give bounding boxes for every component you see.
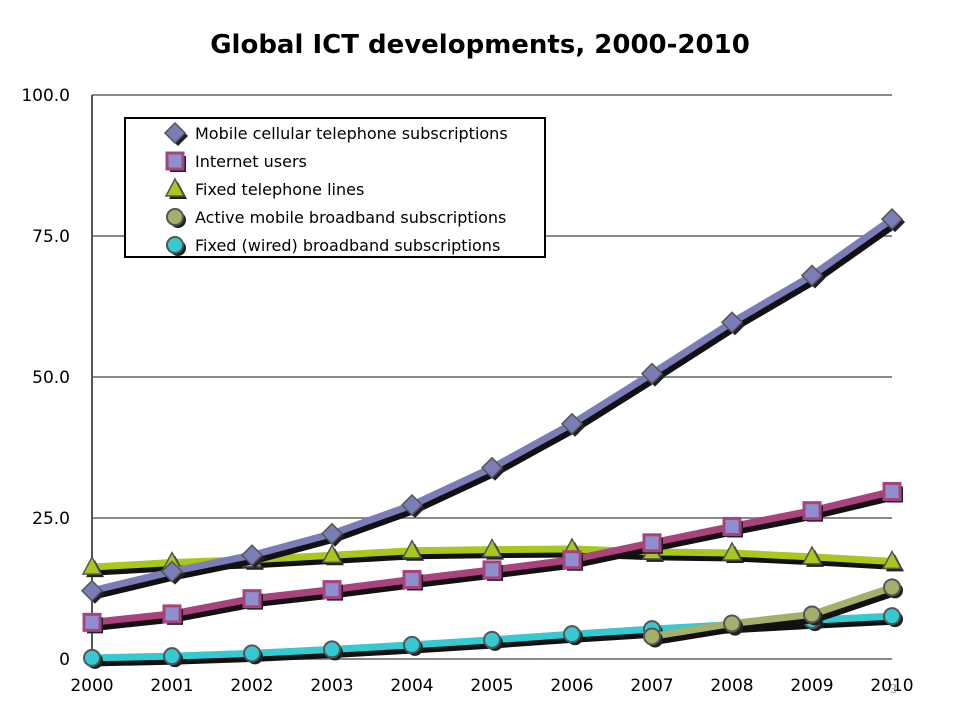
data-point bbox=[800, 264, 825, 289]
y-tick-label: 25.0 bbox=[32, 509, 70, 529]
data-point bbox=[402, 569, 423, 591]
data-point bbox=[240, 544, 265, 569]
y-tick-label: 100.0 bbox=[21, 86, 70, 106]
data-point bbox=[801, 545, 824, 567]
data-point bbox=[83, 648, 103, 669]
data-point bbox=[722, 516, 743, 538]
chart-title: Global ICT developments, 2000-2010 bbox=[210, 30, 750, 60]
legend-label: Mobile cellular telephone subscriptions bbox=[195, 124, 508, 143]
data-point bbox=[640, 362, 665, 387]
series-line bbox=[88, 215, 896, 595]
data-point bbox=[322, 580, 343, 601]
data-point bbox=[643, 627, 663, 648]
data-point bbox=[723, 614, 743, 635]
x-tick-label: 2009 bbox=[790, 676, 833, 696]
x-tick-label: 2006 bbox=[550, 676, 593, 696]
x-tick-label: 2001 bbox=[150, 676, 193, 696]
data-point bbox=[563, 625, 583, 646]
data-point bbox=[803, 605, 823, 626]
series-line-shadow bbox=[650, 586, 900, 645]
y-tick-label: 75.0 bbox=[32, 227, 70, 247]
data-point bbox=[720, 311, 745, 336]
data-point bbox=[160, 560, 185, 585]
data-point bbox=[242, 589, 263, 610]
y-tick-label: 50.0 bbox=[32, 368, 70, 388]
x-tick-label: 2002 bbox=[230, 676, 273, 696]
x-tick-label: 2007 bbox=[630, 676, 673, 696]
data-point bbox=[880, 208, 905, 233]
data-point bbox=[480, 456, 505, 481]
data-point bbox=[562, 550, 583, 571]
data-point bbox=[401, 539, 424, 561]
legend-marker bbox=[166, 236, 186, 256]
legend-label: Fixed telephone lines bbox=[195, 180, 364, 199]
data-point bbox=[162, 604, 183, 625]
legend-marker bbox=[166, 208, 186, 228]
data-point bbox=[80, 579, 105, 604]
data-point bbox=[721, 541, 744, 563]
data-point bbox=[881, 549, 904, 572]
data-point bbox=[882, 481, 903, 503]
page-number: 3 bbox=[890, 682, 897, 697]
data-point bbox=[560, 412, 585, 437]
x-tick-label: 2000 bbox=[70, 676, 113, 696]
x-tick-label: 2003 bbox=[310, 676, 353, 696]
x-tick-label: 2010 bbox=[870, 676, 913, 696]
x-tick-label: 2004 bbox=[390, 676, 433, 696]
y-tick-label: 0 bbox=[59, 650, 70, 670]
x-tick-label: 2005 bbox=[470, 676, 513, 696]
legend-label: Fixed (wired) broadband subscriptions bbox=[195, 236, 500, 255]
data-point bbox=[642, 533, 663, 554]
legend-marker bbox=[165, 151, 186, 172]
legend-marker bbox=[164, 177, 187, 199]
series-line bbox=[648, 583, 896, 640]
x-tick-label: 2008 bbox=[710, 676, 753, 696]
series-line-shadow bbox=[90, 218, 900, 600]
data-point bbox=[883, 607, 903, 628]
data-point bbox=[403, 635, 423, 656]
data-point bbox=[483, 630, 503, 651]
data-point bbox=[482, 560, 503, 581]
data-point bbox=[883, 578, 903, 599]
data-point bbox=[481, 537, 504, 560]
data-point bbox=[243, 644, 263, 665]
data-point bbox=[321, 543, 344, 566]
legend-label: Active mobile broadband subscriptions bbox=[195, 208, 506, 227]
data-point bbox=[802, 501, 823, 522]
legend-box bbox=[124, 117, 546, 258]
data-point bbox=[323, 640, 343, 661]
data-point bbox=[81, 555, 104, 578]
legend-label: Internet users bbox=[195, 152, 307, 171]
data-point bbox=[82, 612, 103, 634]
legend-marker bbox=[163, 121, 188, 146]
data-point bbox=[400, 493, 425, 519]
data-point bbox=[320, 522, 345, 547]
data-point bbox=[163, 647, 183, 668]
